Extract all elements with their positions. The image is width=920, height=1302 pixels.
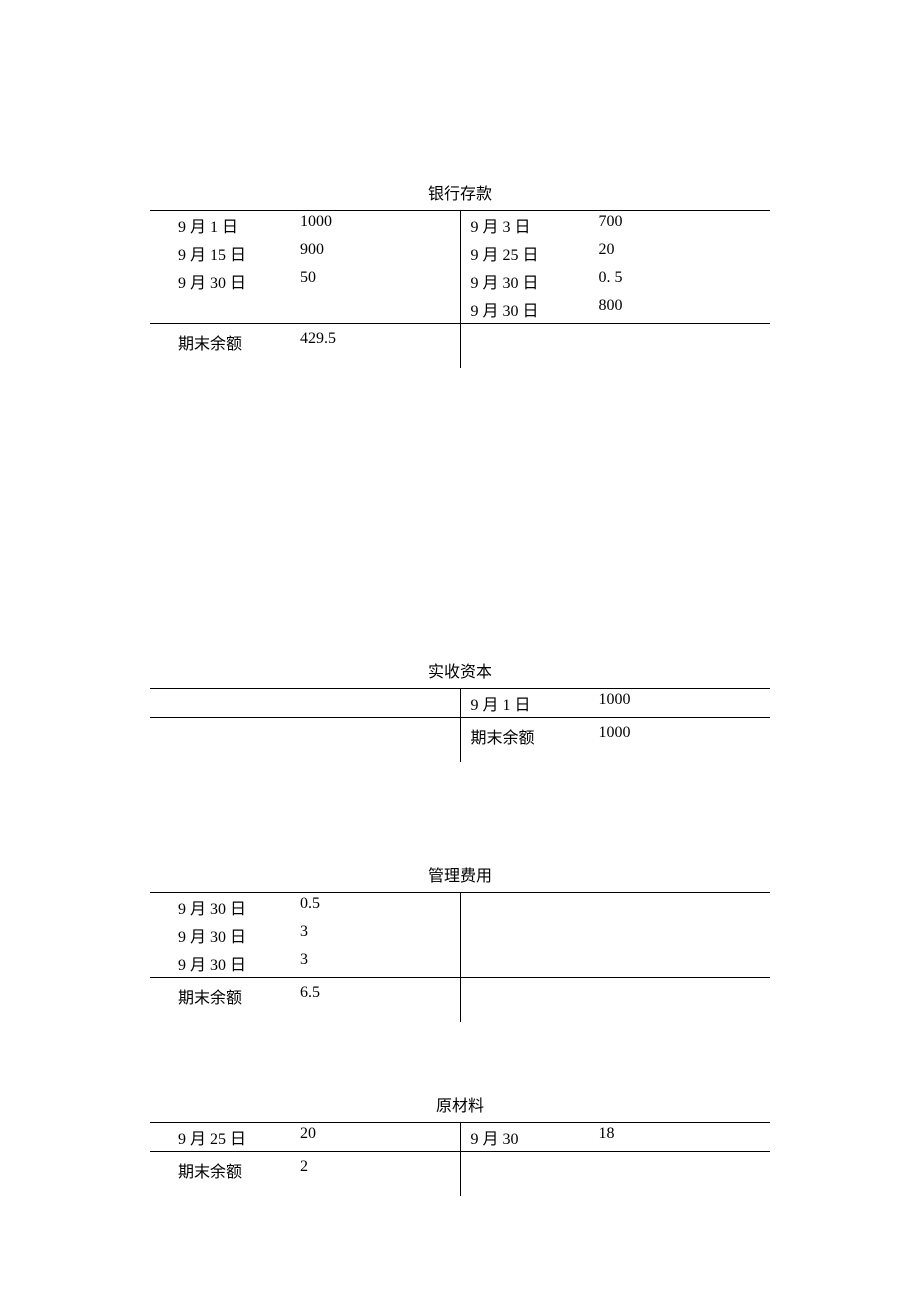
balance-value: 1000	[581, 724, 771, 748]
balance-left	[150, 718, 461, 762]
ledger-row: 9 月 30 日 0. 5	[461, 267, 771, 295]
balance-label: 期末余额	[461, 724, 581, 748]
balance-left: 期末余额 6.5	[150, 978, 461, 1022]
ledger-row: 9 月 1 日 1000	[150, 211, 460, 239]
balance-right	[461, 978, 771, 1022]
balance-label: 期末余额	[150, 984, 288, 1008]
entry-value: 700	[581, 213, 771, 237]
entry-date: 9 月 30 日	[150, 951, 288, 975]
ledger-row: 9 月 30 日 800	[461, 295, 771, 323]
t-account-bank-deposit: 银行存款 9 月 1 日 1000 9 月 15 日 900 9 月 30 日 …	[150, 180, 770, 368]
entry-date: 9 月 30 日	[150, 269, 288, 293]
t-account-paid-in-capital: 实收资本 9 月 1 日 1000 期末余额 1000	[150, 658, 770, 762]
account-title: 管理费用	[150, 862, 770, 886]
balance-row: 期末余额 2	[150, 1151, 770, 1196]
credit-side: 9 月 1 日 1000	[461, 689, 771, 717]
account-title: 银行存款	[150, 180, 770, 204]
spacer	[150, 762, 770, 862]
ledger-row: 9 月 30 日 3	[150, 921, 460, 949]
ledger-row: 9 月 3 日 700	[461, 211, 771, 239]
entry-date: 9 月 30 日	[150, 895, 288, 919]
page: 银行存款 9 月 1 日 1000 9 月 15 日 900 9 月 30 日 …	[0, 0, 920, 1196]
entry-value: 20	[581, 241, 771, 265]
t-account-raw-materials: 原材料 9 月 25 日 20 9 月 30 18 期末余额 2	[150, 1092, 770, 1196]
ledger-row: 9 月 1 日 1000	[461, 689, 771, 717]
spacer	[150, 368, 770, 658]
entry-value: 1000	[581, 691, 771, 715]
entry-date: 9 月 15 日	[150, 241, 288, 265]
debit-side	[150, 689, 461, 717]
entry-date: 9 月 1 日	[150, 213, 288, 237]
account-body: 9 月 25 日 20 9 月 30 18	[150, 1122, 770, 1151]
credit-side: 9 月 3 日 700 9 月 25 日 20 9 月 30 日 0. 5 9 …	[461, 211, 771, 323]
entry-value: 1000	[288, 213, 460, 237]
entry-value: 0. 5	[581, 269, 771, 293]
entry-date: 9 月 30 日	[461, 297, 581, 321]
entry-date: 9 月 30	[461, 1125, 581, 1149]
balance-right: 期末余额 1000	[461, 718, 771, 762]
debit-side: 9 月 1 日 1000 9 月 15 日 900 9 月 30 日 50	[150, 211, 461, 323]
entry-value: 50	[288, 269, 460, 293]
account-body: 9 月 30 日 0.5 9 月 30 日 3 9 月 30 日 3	[150, 892, 770, 977]
balance-label: 期末余额	[150, 330, 288, 354]
entry-date: 9 月 30 日	[461, 269, 581, 293]
balance-value: 429.5	[288, 330, 460, 354]
ledger-row: 9 月 30 18	[461, 1123, 771, 1151]
credit-side: 9 月 30 18	[461, 1123, 771, 1151]
entry-value: 0.5	[288, 895, 460, 919]
balance-row: 期末余额 6.5	[150, 977, 770, 1022]
entry-value: 18	[581, 1125, 771, 1149]
balance-row: 期末余额 429.5	[150, 323, 770, 368]
debit-side: 9 月 30 日 0.5 9 月 30 日 3 9 月 30 日 3	[150, 893, 461, 977]
ledger-row: 9 月 25 日 20	[461, 239, 771, 267]
entry-date: 9 月 30 日	[150, 923, 288, 947]
spacer	[150, 1022, 770, 1092]
entry-date: 9 月 25 日	[461, 241, 581, 265]
t-account-admin-expense: 管理费用 9 月 30 日 0.5 9 月 30 日 3 9 月 30 日 3	[150, 862, 770, 1022]
ledger-row: 9 月 30 日 50	[150, 267, 460, 295]
debit-side: 9 月 25 日 20	[150, 1123, 461, 1151]
ledger-row: 9 月 25 日 20	[150, 1123, 460, 1151]
credit-side	[461, 893, 771, 977]
entry-date: 9 月 3 日	[461, 213, 581, 237]
account-title: 实收资本	[150, 658, 770, 682]
entry-value: 900	[288, 241, 460, 265]
account-title: 原材料	[150, 1092, 770, 1116]
ledger-row: 9 月 30 日 0.5	[150, 893, 460, 921]
ledger-row: 9 月 30 日 3	[150, 949, 460, 977]
entry-value: 3	[288, 951, 460, 975]
account-body: 9 月 1 日 1000	[150, 688, 770, 717]
balance-label: 期末余额	[150, 1158, 288, 1182]
balance-row: 期末余额 1000	[150, 717, 770, 762]
entry-value: 3	[288, 923, 460, 947]
entry-value: 20	[288, 1125, 460, 1149]
account-body: 9 月 1 日 1000 9 月 15 日 900 9 月 30 日 50 9 …	[150, 210, 770, 323]
balance-left: 期末余额 2	[150, 1152, 461, 1196]
ledger-row: 9 月 15 日 900	[150, 239, 460, 267]
entry-value: 800	[581, 297, 771, 321]
balance-value: 2	[288, 1158, 460, 1182]
balance-right	[461, 1152, 771, 1196]
entry-date: 9 月 25 日	[150, 1125, 288, 1149]
balance-left: 期末余额 429.5	[150, 324, 461, 368]
balance-right	[461, 324, 771, 368]
entry-date: 9 月 1 日	[461, 691, 581, 715]
balance-value: 6.5	[288, 984, 460, 1008]
